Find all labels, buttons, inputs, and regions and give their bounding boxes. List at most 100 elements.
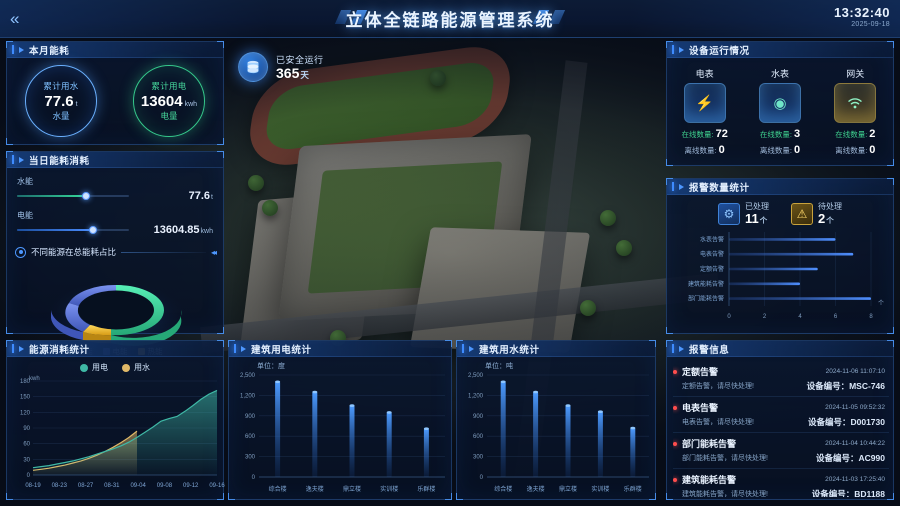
svg-text:综合楼: 综合楼	[494, 485, 512, 493]
svg-text:逸夫楼: 逸夫楼	[527, 485, 545, 493]
svg-text:水表告警: 水表告警	[700, 236, 724, 244]
svg-text:09-16: 09-16	[209, 483, 225, 489]
panel-title: 设备运行情况	[689, 45, 750, 57]
online-count: 3	[793, 127, 801, 140]
safe-operation-badge: 已安全运行 365天	[238, 52, 324, 82]
svg-text:2,500: 2,500	[240, 373, 256, 379]
online-count: 72	[715, 127, 728, 140]
svg-text:09-08: 09-08	[157, 483, 173, 489]
alarm-device-no: 设备编号：BD1188	[811, 489, 885, 497]
slider-knob[interactable]	[89, 226, 98, 234]
svg-text:鼎立楼: 鼎立楼	[559, 485, 577, 493]
alarm-list-item[interactable]: 电表告警 2024-11-05 09:52:32 电表告警，请尽快处理! 设备编号：D…	[673, 397, 889, 433]
collapse-sidebar-icon[interactable]: «	[10, 9, 20, 28]
panel-title: 建筑用电统计	[251, 344, 312, 356]
gauge-value: 13604	[140, 93, 183, 110]
svg-text:乐群楼: 乐群楼	[624, 485, 642, 493]
kpi-unit: 个	[826, 216, 834, 225]
slider-knob[interactable]	[82, 192, 91, 200]
svg-text:1,200: 1,200	[468, 393, 484, 399]
svg-text:08-23: 08-23	[52, 483, 68, 489]
svg-text:8: 8	[869, 314, 873, 320]
safe-badge-label: 已安全运行	[276, 54, 324, 65]
slider-unit: t	[211, 194, 213, 201]
slider-value: 77.6	[188, 190, 211, 202]
svg-text:4: 4	[798, 314, 802, 320]
alarm-title: 部门能耗告警	[673, 437, 736, 450]
water-energy-slider[interactable]	[17, 192, 129, 200]
alarm-list-item[interactable]: 定额告警 2024-11-06 11:07:10 定额告警，请尽快处理! 设备编号：M…	[673, 361, 889, 397]
svg-text:0: 0	[727, 314, 731, 320]
svg-text:90: 90	[23, 426, 30, 432]
kpi-label: 待处理	[818, 202, 842, 211]
alarm-title: 定额告警	[673, 365, 718, 378]
processed-icon: ⚙	[718, 202, 740, 225]
alarm-timestamp: 2024-11-03 17:25:40	[825, 476, 885, 483]
alarm-status-dot-icon	[673, 405, 677, 410]
safe-badge-value: 365	[276, 64, 300, 81]
device-card-gateway[interactable]: 网关 在线数量: 2 离线数量: 0	[822, 67, 888, 159]
safe-badge-unit: 天	[300, 69, 309, 80]
svg-text:kwh: kwh	[29, 376, 40, 382]
panel-title: 建筑用水统计	[479, 344, 540, 356]
energy-share-label: 不同能源在总能耗占比	[31, 247, 117, 257]
svg-text:08-27: 08-27	[78, 483, 94, 489]
svg-text:2: 2	[763, 314, 767, 320]
alarm-list[interactable]: 定额告警 2024-11-06 11:07:10 定额告警，请尽快处理! 设备编号：M…	[673, 361, 889, 497]
svg-text:1,200: 1,200	[240, 393, 256, 399]
device-card-water-meter[interactable]: 水表 ◉ 在线数量: 3 离线数量: 0	[747, 67, 813, 159]
slider-label: 水能	[17, 177, 33, 186]
panel-alarm-count: 报警数量统计 ⚙ 已处理 11个 ⚠ 待处理 2个	[666, 178, 894, 334]
gauge-unit: kwh	[184, 101, 198, 108]
target-ring-icon	[15, 246, 26, 258]
svg-text:鼎立楼: 鼎立楼	[343, 485, 361, 493]
panel-device-status: 设备运行情况 电表 ⚡ 在线数量: 72 离线数量: 0 水表	[666, 41, 894, 166]
expand-triangle-icon	[679, 183, 684, 190]
alarm-list-item[interactable]: 建筑能耗告警 2024-11-03 17:25:40 建筑能耗告警，请尽快处理! 设备…	[673, 469, 889, 497]
alarm-device-no: 设备编号：MSC-746	[806, 381, 885, 391]
kpi-pending[interactable]: ⚠ 待处理 2个	[791, 201, 842, 226]
alarm-status-dot-icon	[673, 369, 677, 374]
slider-value: 13604.85	[153, 224, 200, 236]
svg-text:120: 120	[20, 410, 31, 416]
legend-label: 用水	[134, 363, 150, 372]
gauge-sublabel: 水量	[52, 111, 70, 121]
svg-text:300: 300	[245, 455, 256, 461]
device-name: 网关	[846, 68, 865, 79]
svg-text:乐群楼: 乐群楼	[417, 485, 435, 493]
gauge-label: 累计用电	[151, 81, 187, 91]
electric-energy-slider[interactable]	[17, 226, 129, 234]
panel-header: 当日能耗消耗	[7, 152, 223, 168]
collapse-arrow-icon[interactable]: ◂◂	[210, 247, 217, 257]
svg-text:综合楼: 综合楼	[269, 485, 287, 493]
alarm-description: 定额告警，请尽快处理!	[682, 383, 754, 390]
alarm-title: 建筑能耗告警	[673, 473, 736, 486]
panel-header: 报警数量统计	[667, 179, 893, 195]
svg-text:建筑能耗告警: 建筑能耗告警	[688, 280, 724, 288]
svg-text:09-04: 09-04	[130, 483, 146, 489]
kpi-processed[interactable]: ⚙ 已处理 11个	[718, 201, 769, 226]
expand-triangle-icon	[19, 345, 24, 352]
device-card-electric-meter[interactable]: 电表 ⚡ 在线数量: 72 离线数量: 0	[672, 67, 738, 159]
lightning-bolt-icon: ⚡	[683, 82, 726, 123]
clock: 13:32:40 2025-09-18	[834, 5, 890, 28]
svg-text:180: 180	[20, 379, 31, 385]
expand-triangle-icon	[19, 156, 24, 163]
alarm-status-dot-icon	[673, 441, 677, 446]
panel-month-energy: 本月能耗 累计用水 77.6 t 水量 累计用电 13604 kwh 电量	[6, 41, 224, 145]
panel-title: 能源消耗统计	[29, 344, 90, 356]
alarm-list-item[interactable]: 部门能耗告警 2024-11-04 10:44:22 部门能耗告警，请尽快处理! 设备…	[673, 433, 889, 469]
legend-item-electricity: 用电	[80, 362, 108, 373]
svg-text:电表告警: 电表告警	[700, 250, 724, 258]
gauge-unit: t	[75, 101, 78, 108]
alarm-description: 部门能耗告警，请尽快处理!	[682, 455, 768, 462]
svg-text:实训楼: 实训楼	[380, 485, 398, 493]
panel-header: 建筑用水统计	[457, 341, 655, 357]
header-gradient	[0, 0, 900, 37]
slider-row-electricity: 电能 13604.85kwh	[7, 210, 223, 236]
svg-text:60: 60	[23, 442, 30, 448]
panel-header: 建筑用电统计	[229, 341, 451, 357]
offline-label: 离线数量:	[759, 146, 792, 155]
